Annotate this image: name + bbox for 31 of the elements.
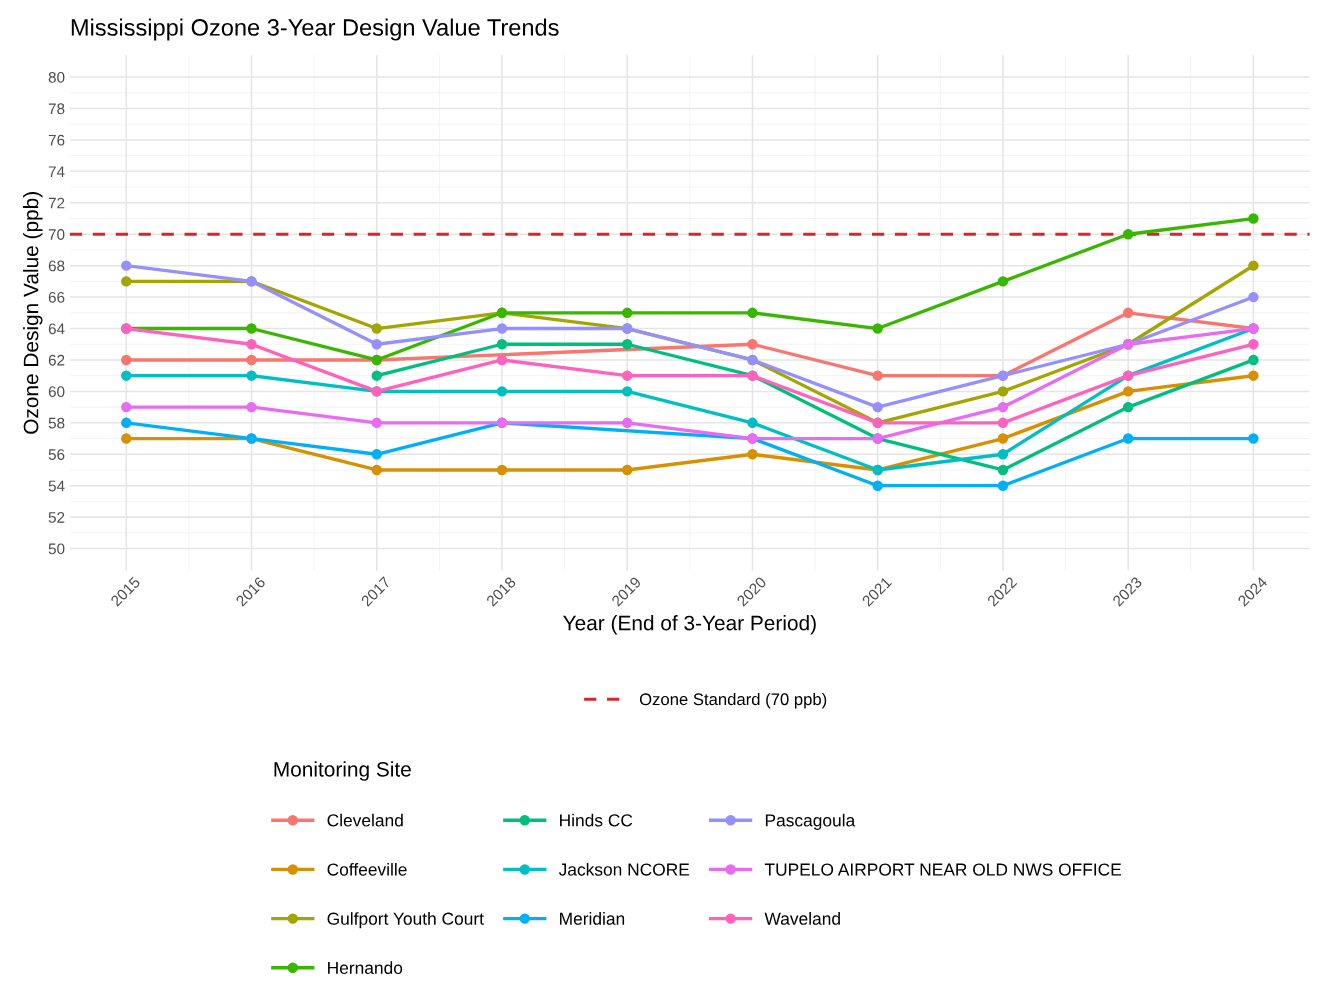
y-tick-label: 50 [48,543,65,555]
y-tick-label: 62 [48,354,65,366]
y-tick-label: 70 [48,229,65,240]
y-tick-label: 78 [48,103,65,115]
legend-label: Coffeeville [327,862,407,876]
y-tick-label: 76 [48,134,65,146]
legend-label: Waveland [764,912,840,925]
y-tick-label: 80 [48,71,65,83]
y-tick-label: 56 [48,449,65,460]
legend-label: Ozone Standard (70 ppb) [639,692,827,709]
legend-label: Cleveland [327,813,403,827]
chart-title: Mississippi Ozone 3-Year Design Value Trends [71,18,559,41]
legend-label: Gulfport Youth Court [327,912,484,929]
y-tick-label: 54 [48,480,65,492]
y-tick-label: 64 [48,323,65,335]
legend-label: TUPELO AIRPORT NEAR OLD NWS OFFICE [764,863,1122,876]
y-tick-label: 60 [48,386,65,398]
x-axis-title: Year (End of 3-Year Period) [563,615,816,635]
y-tick-label: 58 [48,417,65,429]
y-tick-label: 52 [48,512,65,523]
legend-label: Pascagoula [765,813,856,830]
y-tick-label: 68 [48,260,65,272]
y-tick-label: 66 [48,291,65,303]
y-tick-label: 72 [48,197,65,209]
legend-title: Monitoring Site [274,761,411,781]
legend-label: Hernando [328,961,403,975]
y-axis-title: Ozone Design Value (ppb) [23,192,43,434]
legend-label: Meridian [560,912,625,925]
y-tick-label: 74 [48,166,65,177]
legend-label: Jackson NCORE [558,862,690,876]
legend-label: Hinds CC [560,813,633,827]
